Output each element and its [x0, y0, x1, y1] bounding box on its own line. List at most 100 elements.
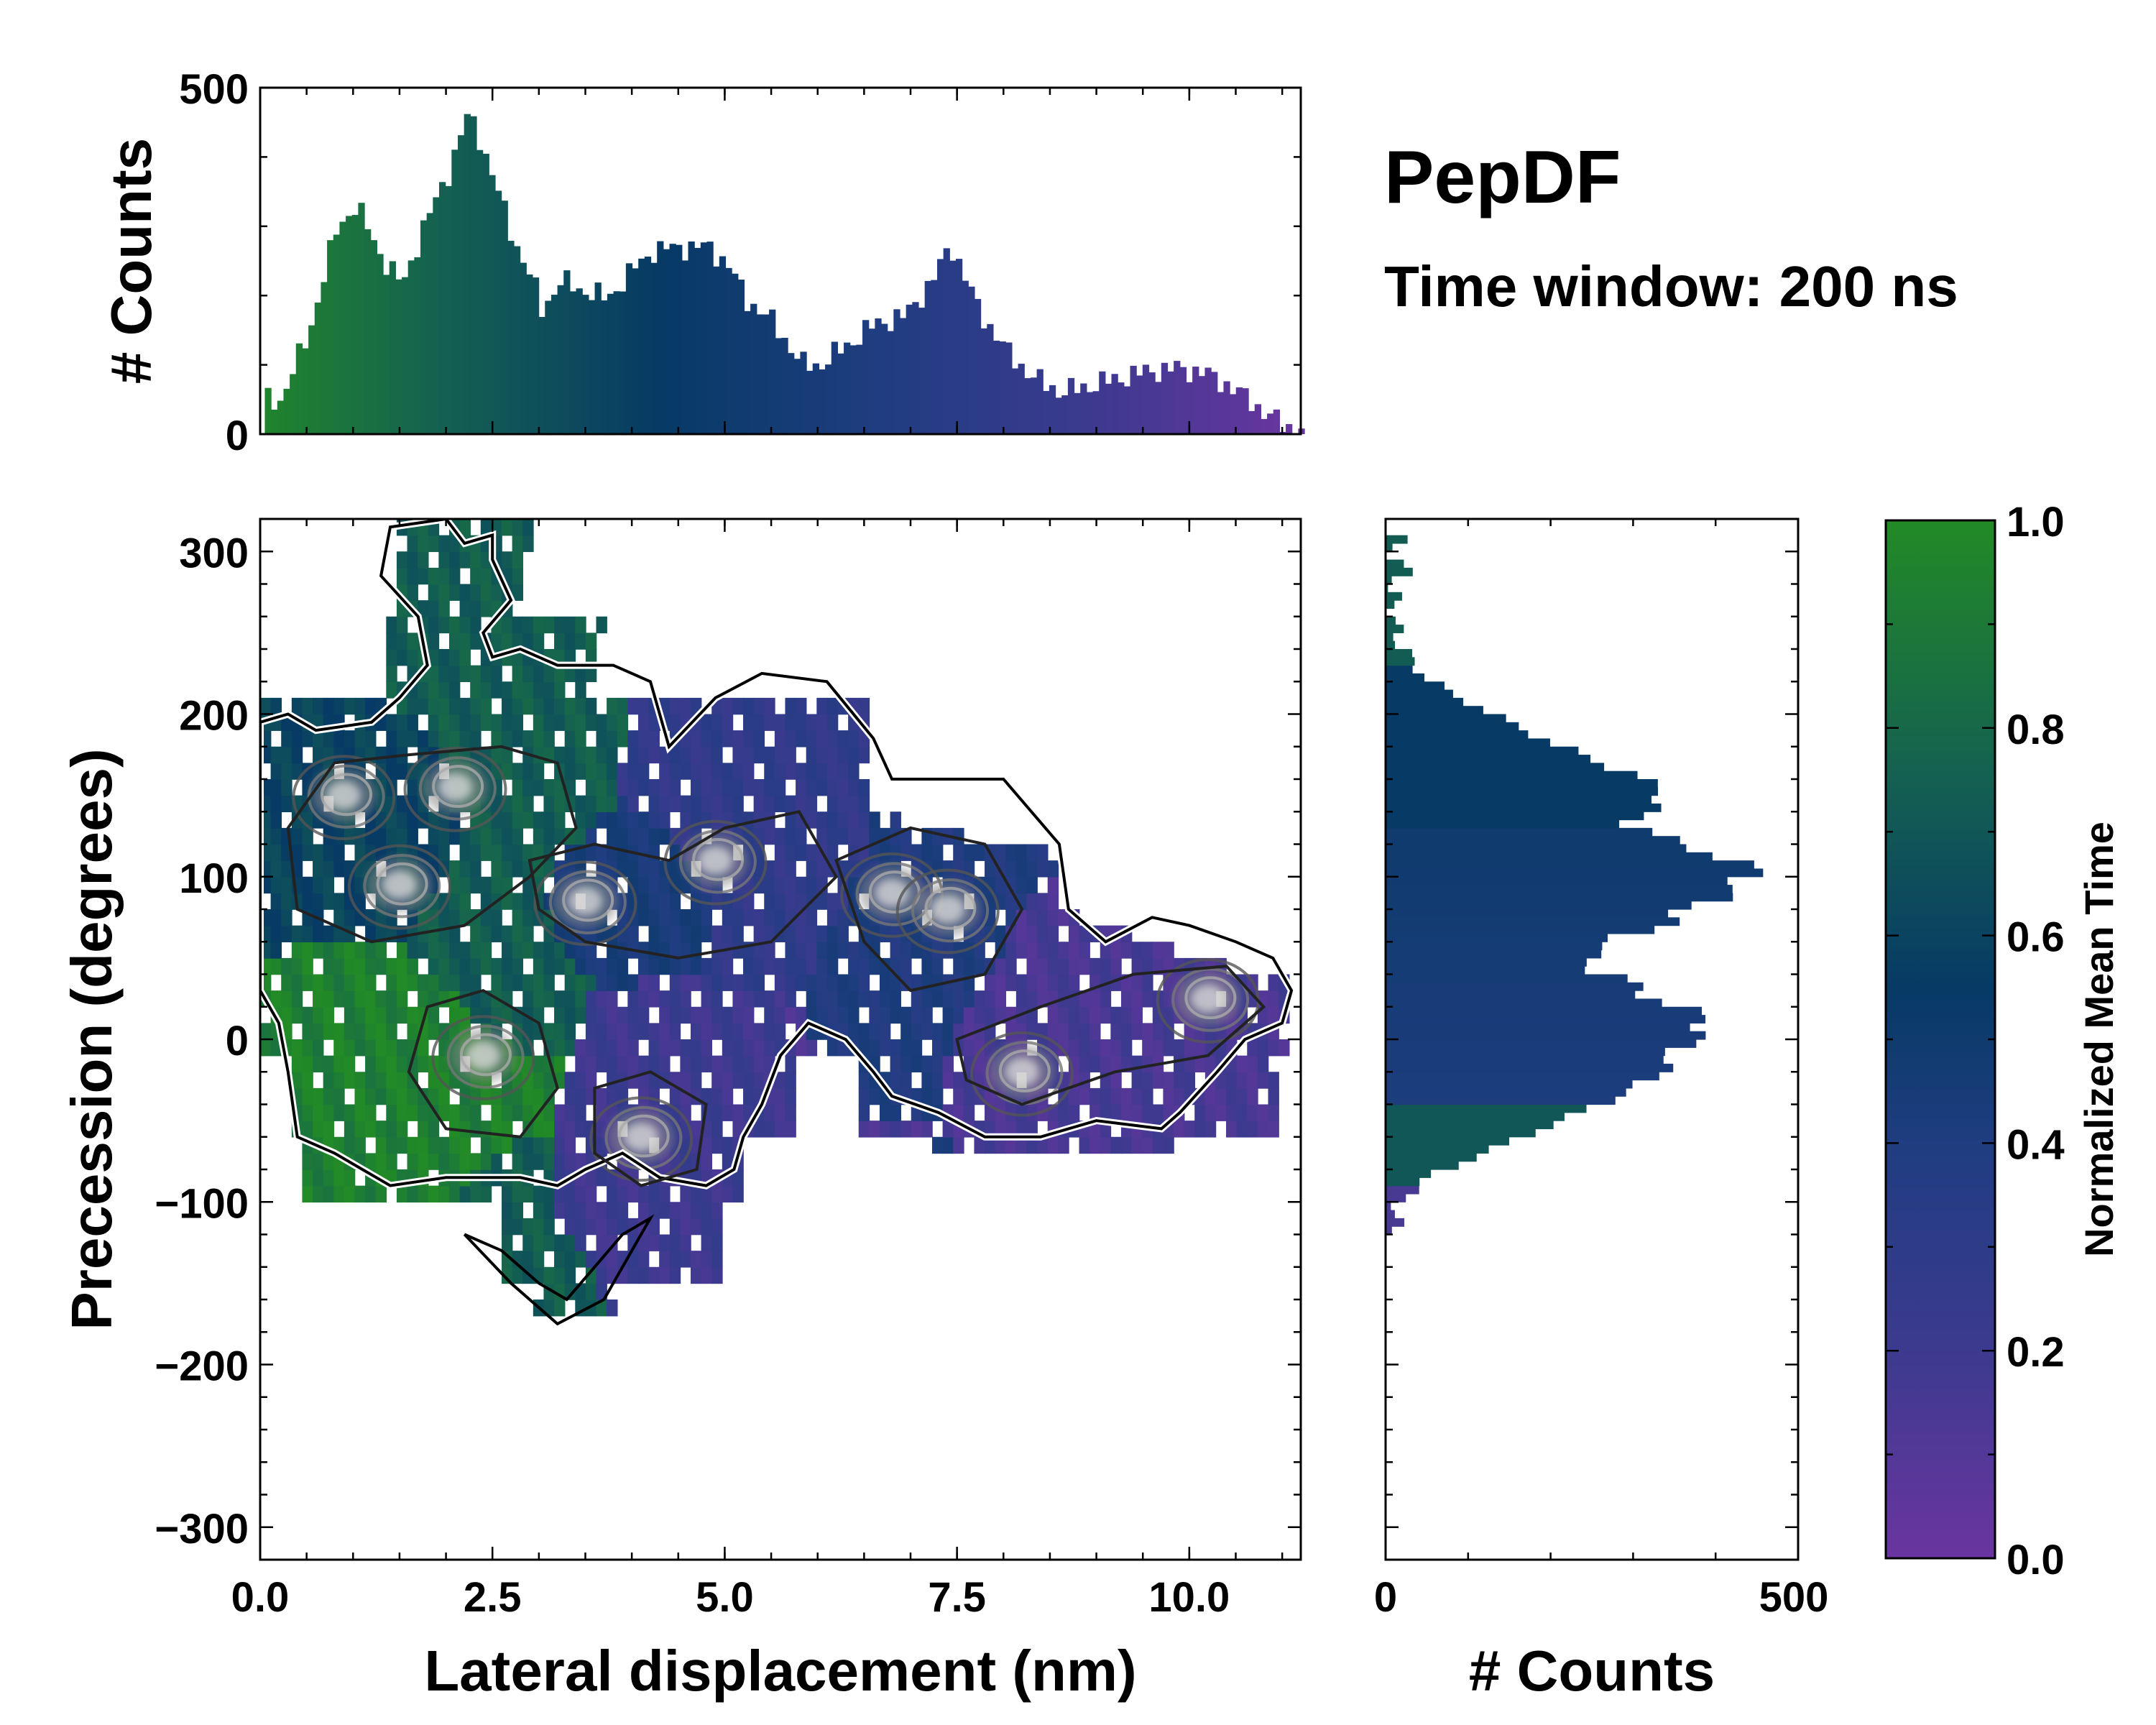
right-histogram-bar [1386, 803, 1662, 812]
heatmap-cell [512, 697, 524, 715]
right-histogram-bar [1386, 909, 1669, 918]
heatmap-cell [690, 1072, 702, 1089]
heatmap-cell [690, 795, 702, 813]
heatmap-cell [554, 1006, 566, 1024]
heatmap-cell [260, 697, 272, 715]
top-histogram-bar [1018, 364, 1025, 434]
heatmap-cell [396, 1055, 408, 1073]
heatmap-cell [1058, 1104, 1069, 1121]
heatmap-cell [323, 730, 335, 748]
heatmap-cell [617, 697, 629, 715]
right-histogram-bar [1386, 1145, 1489, 1154]
heatmap-cell [774, 909, 786, 926]
top-histogram-bar [532, 277, 540, 434]
right-histogram-bar [1386, 559, 1404, 569]
right-histogram-bar [1386, 1153, 1477, 1162]
heatmap-cell [575, 957, 586, 975]
top-histogram-bar [638, 258, 645, 434]
heatmap-cell [722, 909, 734, 926]
heatmap-cell [722, 1039, 734, 1057]
heatmap-cell [502, 1136, 513, 1154]
heatmap-cell [354, 730, 366, 748]
heatmap-cell [438, 1185, 450, 1203]
top-histogram-bar [407, 260, 415, 434]
heatmap-cell [607, 1218, 618, 1236]
heatmap-cell [985, 974, 996, 991]
right-histogram-bar [1386, 616, 1396, 625]
heatmap-cell [637, 909, 650, 926]
heatmap-cell [1268, 1072, 1279, 1089]
top-histogram-bar [482, 153, 489, 435]
heatmap-cell [879, 1006, 891, 1024]
heatmap-cell [764, 925, 775, 943]
heatmap-cell [502, 746, 513, 764]
heatmap-cell [438, 584, 450, 601]
heatmap-cell [1079, 1039, 1090, 1057]
heatmap-cell [428, 1185, 440, 1203]
heatmap-cell [659, 1185, 671, 1203]
heatmap-cell [869, 1006, 880, 1024]
heatmap-cell [386, 1104, 397, 1121]
heatmap-cell [448, 1104, 461, 1121]
heatmap-cell [1174, 1087, 1185, 1105]
heatmap-cell [533, 827, 545, 845]
right-histogram-bar [1386, 795, 1651, 804]
heatmap-cell [648, 1023, 660, 1040]
heatmap-cell [522, 519, 534, 536]
heatmap-cell [396, 942, 408, 959]
right-histogram-bar [1386, 836, 1680, 845]
heatmap-cell [480, 957, 492, 975]
tick-label: 1.0 [2007, 499, 2065, 546]
heatmap-cell [386, 665, 397, 683]
heatmap-cell [1068, 974, 1080, 991]
top-histogram-bar [912, 302, 919, 434]
heatmap-cell [1089, 1055, 1101, 1073]
heatmap-cell [491, 1104, 502, 1121]
right-histogram-bar [1386, 1087, 1626, 1097]
heatmap-cell [627, 974, 639, 991]
heatmap-cell [596, 1169, 607, 1187]
heatmap-cell [648, 1218, 660, 1236]
heatmap-cell [985, 876, 996, 894]
right-histogram-bar [1386, 632, 1393, 642]
top-histogram-bar [737, 279, 745, 434]
heatmap-cell [785, 811, 796, 829]
heatmap-cell [564, 730, 576, 748]
heatmap-cell [585, 1039, 597, 1057]
heatmap-cell [753, 746, 765, 764]
heatmap-cell [470, 957, 482, 975]
heatmap-cell [942, 1006, 954, 1024]
heatmap-cell [774, 779, 786, 796]
heatmap-cell [564, 1266, 576, 1284]
heatmap-cell [502, 519, 513, 536]
heatmap-cell [533, 1234, 545, 1251]
heatmap-cell [1037, 844, 1049, 861]
heatmap-cell [512, 1087, 524, 1105]
heatmap-cell [680, 909, 691, 926]
heatmap-cell [1268, 1087, 1279, 1105]
heatmap-cell [344, 1023, 356, 1040]
heatmap-cell [764, 957, 775, 975]
heatmap-cell [627, 1234, 639, 1251]
heatmap-cell [931, 1087, 944, 1105]
tick-label: 0 [1374, 1574, 1397, 1621]
heatmap-cell [543, 616, 555, 634]
tick-label: 0.8 [2007, 707, 2065, 753]
heatmap-cell [1058, 909, 1069, 926]
heatmap-cell [428, 1023, 440, 1040]
heatmap-cell [659, 779, 671, 796]
heatmap-cell [774, 990, 786, 1008]
heatmap-cell [564, 974, 576, 991]
heatmap-cell [732, 795, 744, 813]
heatmap-cell [627, 746, 639, 764]
heatmap-cell [344, 697, 356, 715]
heatmap-cell [1257, 1072, 1269, 1089]
heatmap-cell [596, 779, 607, 796]
heatmap-cell [974, 1055, 985, 1073]
heatmap-cell [669, 714, 681, 731]
heatmap-cell [764, 1006, 775, 1024]
top-histogram-bar [918, 308, 926, 434]
heatmap-cell [1068, 1104, 1080, 1121]
heatmap-cell [711, 730, 723, 748]
heatmap-cell [753, 909, 765, 926]
